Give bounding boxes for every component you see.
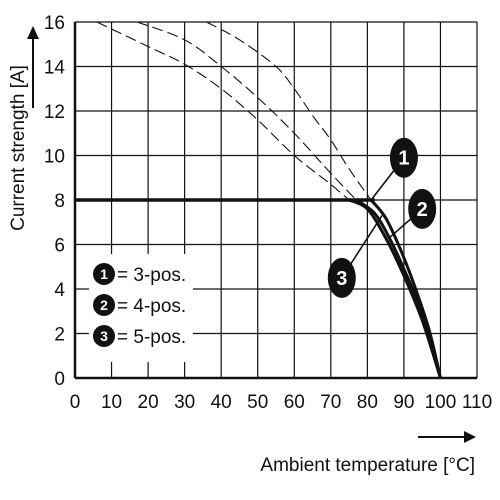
- legend-badge-2: [93, 294, 115, 316]
- y-tick-label: 6: [54, 236, 65, 257]
- x-tick-label: 0: [70, 392, 81, 413]
- y-axis-label-group: Current strength [A]: [8, 26, 39, 231]
- y-axis-label: Current strength [A]: [8, 65, 29, 231]
- x-tick-label: 70: [320, 392, 341, 413]
- y-tick-label: 8: [54, 191, 65, 212]
- y-tick-label: 2: [54, 325, 65, 346]
- y-axis-arrow-head: [27, 26, 39, 39]
- legend-number-1: 1: [100, 266, 108, 282]
- x-tick-label: 30: [174, 392, 195, 413]
- legend-label-1: = 3-pos.: [117, 265, 186, 286]
- y-tick-label: 0: [54, 369, 65, 390]
- dashed-curve: [136, 21, 357, 201]
- x-tick-label: 20: [138, 392, 159, 413]
- x-axis-arrow-head: [464, 431, 476, 443]
- legend-badge-1: [93, 263, 115, 285]
- marker-number-3: 3: [336, 268, 347, 290]
- y-tick-label: 14: [44, 58, 66, 79]
- x-tick-label: 10: [101, 392, 122, 413]
- dashed-curve: [206, 21, 372, 201]
- y-tick-label: 12: [44, 102, 65, 123]
- marker-number-2: 2: [417, 199, 428, 221]
- y-tick-label: 16: [44, 13, 65, 34]
- marker-number-1: 1: [398, 148, 409, 170]
- series-line-3: [369, 199, 442, 379]
- legend-label-3: = 5-pos.: [117, 327, 186, 348]
- dashed-curves: [96, 21, 372, 201]
- x-tick-label: 90: [393, 392, 414, 413]
- legend-number-3: 3: [100, 328, 108, 344]
- dashed-curve: [96, 21, 350, 201]
- y-tick-label: 10: [44, 147, 65, 168]
- marker-badge-3: [327, 257, 356, 298]
- x-tick-label: 40: [211, 392, 232, 413]
- series-markers: 1 2 3: [327, 137, 437, 298]
- legend-number-2: 2: [100, 297, 108, 313]
- legend-badge-3: [93, 325, 115, 347]
- x-axis-label: Ambient temperature [°C]: [260, 455, 475, 476]
- x-tick-label: 110: [462, 392, 492, 413]
- x-axis-label-group: Ambient temperature [°C]: [260, 431, 476, 476]
- legend-label-2: = 4-pos.: [117, 296, 186, 317]
- series-line-2: [355, 198, 442, 379]
- series-lines: [75, 198, 442, 379]
- marker-badge-1: [389, 137, 418, 178]
- legend: 1 = 3-pos. 2 = 4-pos. 3 = 5-pos.: [89, 254, 193, 362]
- x-tick-label: 100: [425, 392, 457, 413]
- marker-badge-2: [408, 188, 437, 229]
- x-tick-label: 60: [284, 392, 305, 413]
- x-tick-label: 50: [247, 392, 268, 413]
- y-tick-label: 4: [54, 280, 65, 301]
- x-tick-label: 80: [357, 392, 378, 413]
